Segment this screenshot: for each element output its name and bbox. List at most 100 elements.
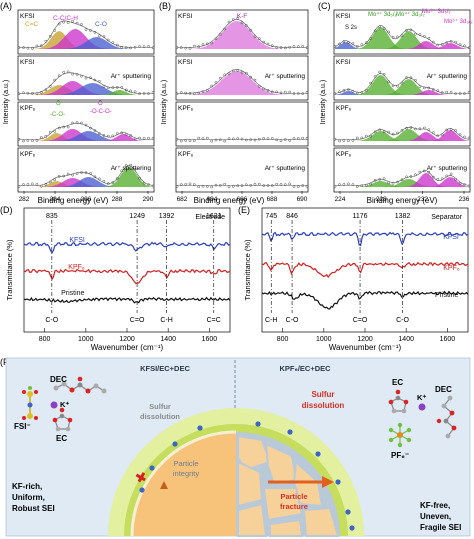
- panel-c: (C) Intensity (a.u.) KFSI KFSI Ar⁺ sputter…: [318, 1, 473, 205]
- panelA-row-right-label: Ar⁺ sputtering: [111, 73, 152, 80]
- panelD-legend-label: Pristine: [61, 290, 84, 297]
- panelB-row: KFSI Ar⁺ sputtering: [175, 55, 309, 101]
- particle-intact: [132, 432, 236, 536]
- panel-d-xlabel: Wavenumber (cm⁻¹): [91, 343, 164, 352]
- panel-a: (A) Intensity (a.u.) KFSI KFSI Ar⁺ sputter…: [0, 1, 155, 205]
- panelA-row-left-label: KPF₆: [20, 151, 36, 158]
- peak-label-c-o: -C-O-: [50, 112, 65, 118]
- panelE-peak-value: 1176: [353, 213, 368, 220]
- panel-d-frame: [23, 207, 231, 333]
- triangle-marker: [160, 481, 168, 489]
- potassium-icon-right: [418, 403, 426, 411]
- left-sei-1: KF-rich,: [12, 482, 42, 491]
- panelE-series-line: [261, 231, 469, 247]
- panelA-tick-label: 288: [112, 196, 123, 203]
- right-ec-label: EC: [392, 378, 403, 387]
- pf6-molecule-icon: [388, 422, 412, 448]
- panelB-tick-label: 688: [267, 196, 278, 203]
- ec-molecule-icon-right: [388, 389, 409, 414]
- panelD-peak-value: 1249: [129, 213, 145, 220]
- panelE-tick-label: 1400: [398, 336, 414, 343]
- panelD-peak-value: 1392: [159, 213, 175, 220]
- right-process-2: dissolution: [302, 401, 345, 410]
- panelC-tick-label: 224: [335, 196, 346, 203]
- panelB-row: KFSI K-F: [175, 9, 309, 55]
- panelE-peak-bond: C-H: [265, 317, 277, 324]
- panelC-row-right-label: Ar⁺ sputtering: [427, 73, 468, 80]
- panelD-peak-bond: C-O: [45, 317, 58, 324]
- right-sei-2: Uneven,: [420, 512, 451, 521]
- peak-label-mo4-a: Mo⁴⁺ 3d₅/₂: [368, 11, 398, 18]
- peak-label-o-top: O: [56, 101, 61, 107]
- panelD-tick-label: 1200: [119, 336, 135, 343]
- panelC-row-left-label: KFSI: [336, 13, 351, 20]
- panelB-row: KPF₆ Ar⁺ sputtering: [175, 147, 309, 193]
- panel-b-ylabel: Intensity (a.u.): [161, 80, 168, 124]
- panelE-series-line: [261, 261, 469, 279]
- panelA-tick-label: 290: [143, 196, 154, 203]
- panelC-tick-label: 232: [417, 196, 428, 203]
- panelA-row: KPF₆ Ar⁺ sputtering: [17, 147, 155, 193]
- panel-c-ylabel: Intensity (a.u.): [320, 80, 327, 124]
- left-process-1: Sulfur: [149, 402, 171, 411]
- panelE-peak-value: 846: [286, 213, 298, 220]
- panel-d-corner: Electrode: [195, 214, 225, 221]
- left-fsi-label: FSI⁻: [14, 422, 31, 431]
- peak-label-s2s: S 2s: [345, 25, 357, 31]
- panelD-tick-label: 1400: [160, 336, 176, 343]
- panel-e-corner: Separator: [431, 214, 462, 221]
- left-state-2: integrity: [173, 469, 200, 478]
- panel-b-letter: (B): [159, 1, 171, 11]
- panelC-row: KFSI Ar⁺ sputtering: [333, 55, 471, 101]
- panelD-legend-label: KFSI: [69, 237, 85, 244]
- panel-e-xlabel: Wavenumber (cm⁻¹): [329, 343, 402, 352]
- ec-molecule-icon-left: [52, 407, 73, 432]
- panel-c-xlabel: Binding energy (eV): [367, 196, 438, 205]
- panelB-row-left-label: KFSI: [178, 59, 193, 66]
- panelD-series-line: [23, 268, 231, 285]
- panelE-peak-bond: C=O: [353, 317, 368, 324]
- panel-e-ylabel: Transmittance (%): [243, 239, 252, 300]
- arrow-icon: [268, 476, 334, 488]
- potassium-icon-left: [50, 401, 58, 409]
- panelA-row-left-label: KPF₆: [20, 105, 36, 112]
- left-title: KFSI/EC+DEC: [140, 364, 190, 373]
- panelE-peak-bond: C-O: [286, 317, 299, 324]
- panelE-legend-label: KPF₆: [443, 265, 460, 272]
- panel-d: (D) Electrode Transmittance (%) Wavenumb…: [0, 205, 231, 352]
- panelC-row-left-label: KFSI: [336, 59, 351, 66]
- panelE-tick-label: 1600: [440, 336, 456, 343]
- left-state-1: Particle: [173, 459, 198, 468]
- panelB-tick-label: 682: [177, 196, 188, 203]
- panelD-peak-value: 835: [46, 213, 58, 220]
- panelE-peak-bond: C-O: [396, 317, 409, 324]
- red-cross-icon: [135, 472, 146, 483]
- peak-label-oco: -O-C-O-: [90, 109, 112, 115]
- panel-a-ylabel: Intensity (a.u.): [3, 80, 10, 124]
- panelD-peak-bond: C=O: [130, 317, 145, 324]
- panelB-row-peak-label: K-F: [237, 13, 248, 20]
- peak-label-cc: C=C: [25, 21, 38, 28]
- left-dec-label: DEC: [50, 375, 67, 384]
- right-sei-3: Fragile SEI: [420, 523, 461, 532]
- panelE-legend-label: KFSI: [443, 234, 459, 241]
- right-title: KPF₆/EC+DEC: [279, 364, 331, 373]
- particle-fragments: [237, 434, 340, 537]
- panelB-tick-label: 684: [207, 196, 218, 203]
- panelA-tick-label: 284: [50, 196, 61, 203]
- right-k-label: K⁺: [417, 393, 426, 402]
- panel-d-ylabel: Transmittance (%): [5, 239, 14, 300]
- panel-c-letter: (C): [318, 1, 331, 11]
- left-k-label: K⁺: [60, 400, 69, 409]
- panelA-tick-label: 286: [81, 196, 92, 203]
- panelC-row-left-label: KPF₆: [336, 151, 352, 158]
- panelD-tick-label: 1000: [78, 336, 94, 343]
- right-pf6-label: PF₆⁻: [391, 451, 409, 460]
- panelA-row: KFSI: [17, 9, 155, 55]
- panelB-row-left-label: KPF₆: [178, 105, 194, 112]
- panelA-row-left-label: KFSI: [20, 13, 35, 20]
- left-sei-2: Uniform,: [12, 493, 45, 502]
- panelA-row: KFSI Ar⁺ sputtering: [17, 55, 155, 101]
- panel-d-letter: (D): [0, 205, 13, 215]
- panelB-row-left-label: KFSI: [178, 13, 193, 20]
